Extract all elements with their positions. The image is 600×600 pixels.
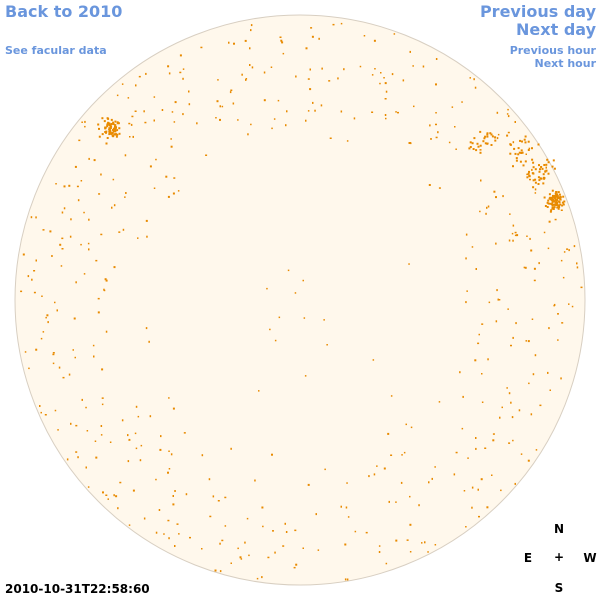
observation-timestamp: 2010-10-31T22:58:60 xyxy=(5,582,150,596)
previous-day-link[interactable]: Previous day xyxy=(479,2,596,21)
compass-east-label: E xyxy=(523,551,533,565)
compass-center-mark: + xyxy=(553,550,565,564)
compass-south-label: S xyxy=(554,581,564,595)
next-hour-link[interactable]: Next hour xyxy=(534,57,597,70)
solar-disk xyxy=(14,14,586,586)
compass-north-label: N xyxy=(553,522,565,536)
previous-hour-link[interactable]: Previous hour xyxy=(509,44,596,57)
compass-west-label: W xyxy=(583,551,597,565)
active-regions xyxy=(97,117,566,213)
magnetic-speckles xyxy=(20,22,583,581)
see-facular-data-link[interactable]: See facular data xyxy=(5,44,107,57)
next-day-link[interactable]: Next day xyxy=(516,20,596,39)
back-to-2010-link[interactable]: Back to 2010 xyxy=(5,2,123,21)
